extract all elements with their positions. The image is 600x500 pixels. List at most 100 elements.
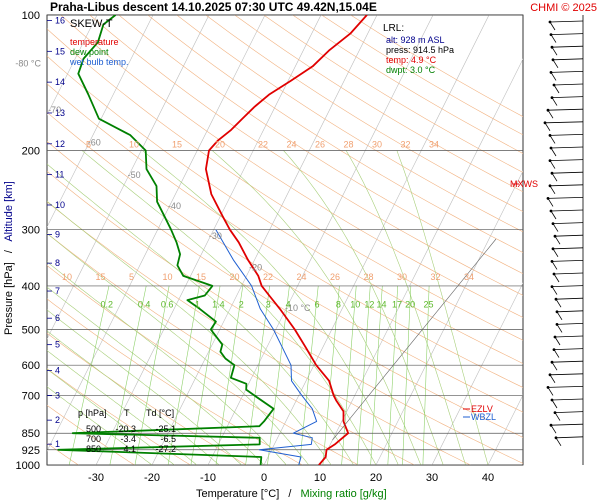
wind-barb-staff [551, 360, 584, 363]
lrl-alt: alt: 928 m ASL [386, 35, 445, 45]
wind-barb-dot [550, 398, 554, 402]
dry-adiabat-line [176, 15, 523, 233]
mixing-ratio-line [341, 285, 357, 465]
mixing-ratio-line [190, 285, 221, 465]
theta-label-upper: 5 [86, 139, 91, 149]
theta-label-lower: 15 [96, 272, 106, 282]
wind-barb-staff [550, 146, 584, 149]
isotherm-line [544, 15, 600, 465]
moist-adiabat-line [47, 386, 153, 465]
wind-barb-flag [552, 223, 559, 232]
parcel-line [332, 238, 497, 441]
altitude-tick-label: 1 [55, 439, 60, 449]
dry-adiabat-line [89, 15, 523, 296]
ylabel-pressure: Pressure [hPa] [3, 262, 15, 335]
wind-barb-flag [551, 286, 558, 295]
dry-adiabat-line [205, 15, 523, 212]
wind-barb-dot [554, 436, 558, 440]
theta-label-lower: 32 [431, 272, 441, 282]
wind-barb-flag [554, 235, 561, 245]
wind-barb-staff [549, 373, 584, 376]
moist-adiabat-line [47, 368, 175, 465]
wind-barb-flag [553, 349, 560, 358]
isotherm-label: -30 [209, 231, 222, 241]
dry-adiabat-line [147, 15, 523, 253]
wind-barb-dot [549, 209, 553, 213]
isotherm-line [95, 15, 322, 465]
wind-barb-flag [551, 399, 558, 409]
ylabel-alt: Altitude [km] [3, 181, 15, 242]
altitude-tick-label: 6 [55, 313, 60, 323]
wind-barb-staff [549, 20, 584, 23]
isotherm-line [375, 170, 523, 465]
wind-barb-flag [551, 97, 558, 106]
theta-label-lower: 10 [62, 272, 72, 282]
wind-barb-dot [546, 386, 550, 389]
wind-barb-dot [551, 58, 555, 62]
wind-barb-staff [554, 234, 584, 237]
wind-barb-dot [551, 247, 555, 251]
wind-barb-dot [550, 360, 554, 364]
wind-barb-flag [549, 135, 556, 144]
legend-dew-point: dew point [70, 47, 109, 57]
wind-barb-dot [549, 423, 553, 427]
pressure-tick-label: 1000 [16, 460, 40, 472]
wind-barb-dot [550, 285, 554, 288]
mixing-ratio-label: 4 [286, 299, 291, 309]
mixing-ratio-label: 0.4 [138, 299, 151, 309]
wind-barb-dot [548, 20, 552, 24]
theta-label-lower: 10 [163, 272, 173, 282]
altitude-tick-label: 5 [55, 340, 60, 350]
wind-barb-staff [549, 159, 584, 161]
theta-label-lower: 26 [330, 272, 340, 282]
wind-barb-flag [551, 261, 558, 270]
wind-barb-flag [551, 46, 558, 56]
wind-barb-flag [544, 122, 551, 132]
wind-barb-dot [551, 222, 555, 226]
legend-temperature: temperature [70, 37, 119, 47]
mixing-ratio-label: 0.6 [161, 299, 174, 309]
wind-barb-dot [554, 297, 558, 301]
table-header-p: p [hPa] [78, 408, 107, 418]
table-r2-t: -3.4 [120, 434, 136, 444]
wind-barb-staff [551, 171, 584, 174]
y-axis-title: Pressure [hPa] / Altitude [km] [3, 181, 15, 335]
wind-barb-dot [553, 411, 557, 414]
mixing-ratio-line [245, 285, 270, 465]
altitude-tick-label: 15 [55, 46, 65, 56]
lrl-press: press: 914.5 hPa [386, 45, 454, 55]
series-line-temperature [205, 15, 368, 465]
theta-label-upper: 34 [429, 139, 439, 149]
wind-barb-flag [547, 198, 554, 207]
wind-barb-staff [547, 197, 584, 199]
wind-barb-flag [547, 387, 554, 396]
wind-barb-flag [554, 336, 561, 346]
table-r1-td: -25.1 [155, 424, 176, 434]
mixing-ratio-label: 1 [195, 299, 200, 309]
legend-title: SKEW-T [70, 18, 113, 30]
altitude-tick-label: 16 [55, 15, 65, 25]
wind-barb-flag [556, 311, 563, 321]
temperature-tick-label: -10 [200, 472, 216, 484]
wind-barb-flag [556, 324, 563, 333]
table-r2-td: -6.5 [160, 434, 176, 444]
temperature-tick-label: 0 [261, 472, 267, 484]
theta-label-lower: 15 [196, 272, 206, 282]
plot-frame [46, 14, 524, 466]
wind-barb-staff [553, 83, 584, 86]
wind-barb-column [543, 15, 584, 465]
wind-barb-dot [548, 134, 552, 137]
pressure-tick-label: 700 [22, 390, 40, 402]
wind-barb-staff [551, 45, 584, 48]
wind-barb-flag [549, 374, 556, 384]
wind-barb-dot [550, 96, 554, 99]
wind-barb-staff [553, 272, 584, 275]
wind-barb-dot [550, 45, 554, 49]
wind-barb-staff [551, 285, 584, 287]
wind-barb-staff [544, 121, 584, 124]
wind-barb-staff [547, 108, 584, 111]
ezlv-label: EZLV [471, 404, 493, 414]
wind-barb-dot [555, 310, 559, 314]
wind-barb-flag [549, 21, 556, 31]
